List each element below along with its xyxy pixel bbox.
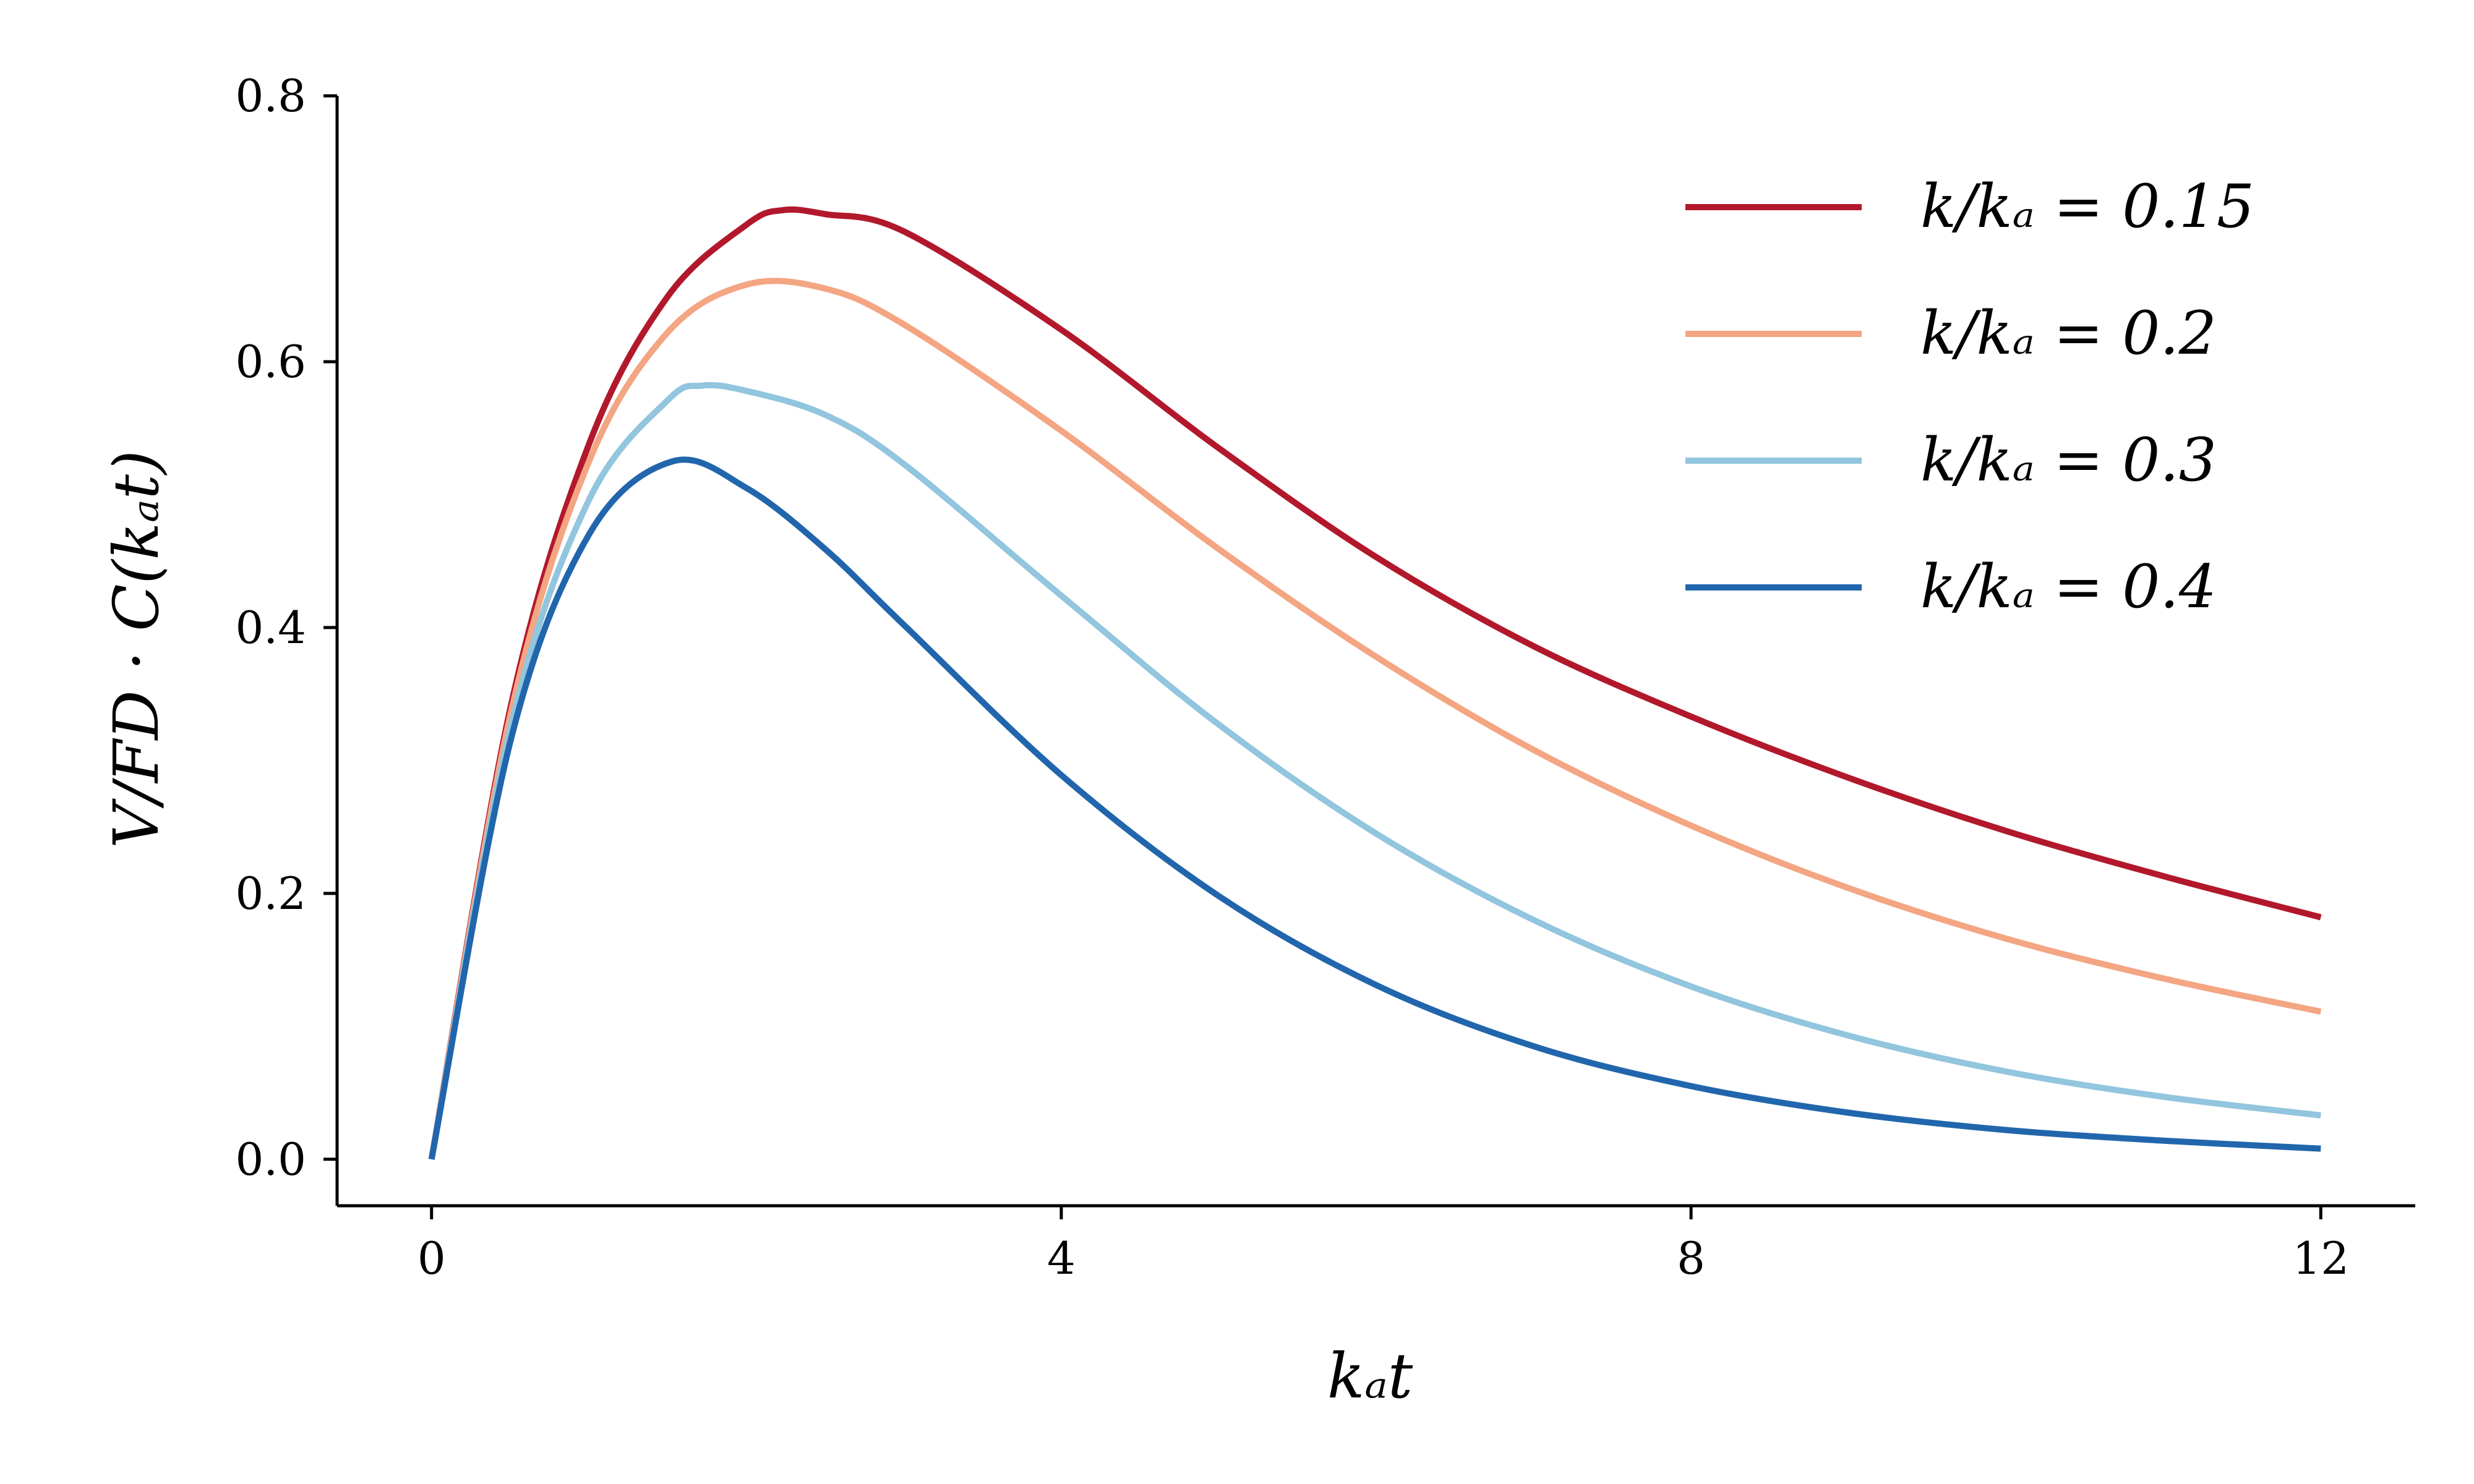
x-tick-label: 4 bbox=[1047, 1232, 1076, 1284]
x-ticks: 0 4 8 12 bbox=[417, 1206, 2349, 1284]
y-ticks: 0.0 0.2 0.4 0.6 0.8 bbox=[235, 70, 337, 1185]
series-line-4 bbox=[428, 456, 2321, 1160]
x-tick-label: 12 bbox=[2292, 1232, 2349, 1284]
series-line-2 bbox=[428, 278, 2322, 1160]
legend-label-1: k/kₐ = 0.15 bbox=[1920, 172, 2254, 241]
y-axis-label: V/FD · C(kₐt) bbox=[100, 450, 173, 848]
x-tick-label: 0 bbox=[417, 1232, 446, 1284]
legend-label-2: k/kₐ = 0.2 bbox=[1920, 299, 2217, 368]
legend-label-4: k/kₐ = 0.4 bbox=[1920, 552, 2217, 621]
series-line-1 bbox=[428, 206, 2322, 1160]
x-axis-label: kₐt bbox=[1327, 1340, 1413, 1412]
y-tick-label: 0.6 bbox=[235, 336, 306, 388]
y-tick-label: 0.8 bbox=[235, 70, 306, 122]
y-tick-label: 0.0 bbox=[235, 1133, 306, 1185]
y-tick-label: 0.2 bbox=[235, 868, 306, 919]
plot-area bbox=[428, 206, 2322, 1160]
series-line-3 bbox=[428, 382, 2321, 1160]
y-tick-label: 0.4 bbox=[235, 602, 306, 654]
legend-label-3: k/kₐ = 0.3 bbox=[1920, 425, 2217, 495]
x-tick-label: 8 bbox=[1677, 1232, 1705, 1284]
legend: k/kₐ = 0.15 k/kₐ = 0.2 k/kₐ = 0.3 k/kₐ = 0.… bbox=[1685, 172, 2254, 621]
